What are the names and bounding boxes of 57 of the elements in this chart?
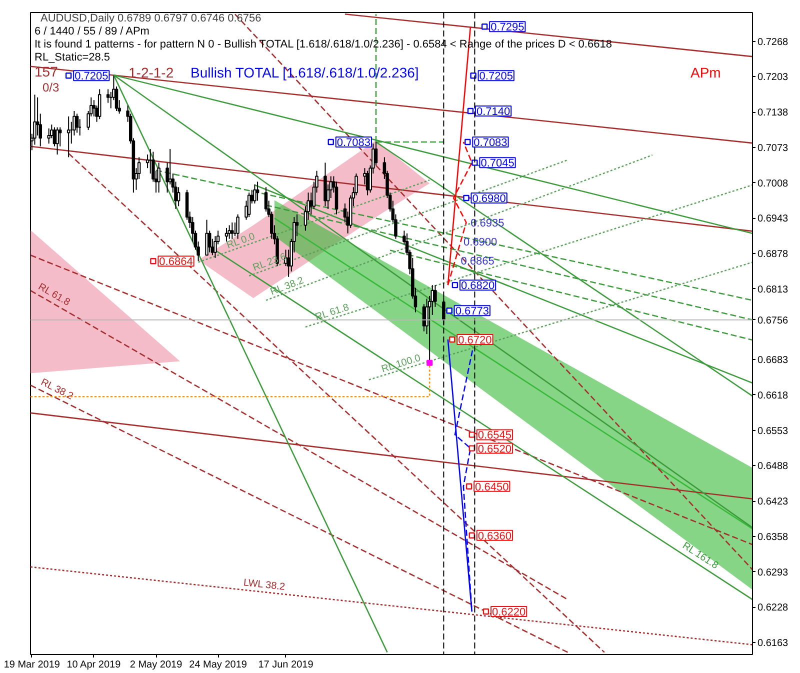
text: RL 38.2 <box>38 377 76 402</box>
annotation: 0.6865 <box>460 256 494 268</box>
data-label: 0.6773 <box>455 306 489 318</box>
x-tick-label: 2 May 2019 <box>130 660 183 670</box>
annotation: 0.6900 <box>464 236 498 249</box>
text: RL 0.0 <box>225 231 257 252</box>
chart-title: AUDUSD,Daily 0.6789 0.6797 0.6746 0.6756 <box>40 12 262 24</box>
y-tick-label: 0.6488 <box>758 461 789 472</box>
y-tick-label: 0.7203 <box>758 72 789 84</box>
y-tick-label: 0.6878 <box>758 249 789 260</box>
y-tick-label: 0.6358 <box>758 532 789 543</box>
y-tick-label: 0.6683 <box>758 355 789 366</box>
y-tick-label: 0.6163 <box>758 638 789 650</box>
y-tick-label: 0.6228 <box>758 602 789 614</box>
data-label: 0.6360 <box>478 530 512 542</box>
text: RL 61.8 <box>36 282 72 309</box>
y-tick-label: 0.7138 <box>758 108 789 119</box>
y-tick-label: 0.6618 <box>758 390 789 402</box>
data-label: 0.7083 <box>474 136 508 149</box>
text: 6 / 1440 / 55 / 89 / APm <box>34 25 150 38</box>
text: RL 61.8 <box>314 302 351 324</box>
annotation: 0/3 <box>42 80 60 94</box>
annotation: 1-2-1-2 <box>128 64 174 80</box>
data-label: 0.6864 <box>159 256 193 268</box>
x-tick-label: 10 Apr 2019 <box>66 660 122 670</box>
annotation: APm <box>690 64 721 80</box>
data-label: 0.7140 <box>476 106 510 118</box>
data-label: 0.7205 <box>479 70 513 83</box>
y-tick-label: 0.6553 <box>758 426 789 437</box>
text: RL 23.6 <box>251 251 288 274</box>
data-label: 0.7295 <box>490 22 524 34</box>
y-tick-label: 0.7008 <box>758 178 789 190</box>
y-tick-label: 0.6423 <box>758 496 789 508</box>
annotation: Bullish TOTAL [1.618/.618/1.0/2.236] <box>190 64 419 80</box>
y-tick-label: 0.6293 <box>758 567 789 578</box>
x-tick-label: 19 Mar 2019 <box>4 660 60 670</box>
y-tick-label: 0.7073 <box>758 142 789 154</box>
text: RL 38.2 <box>268 275 306 298</box>
data-label: 0.6520 <box>478 443 512 456</box>
x-tick-label: 24 May 2019 <box>189 660 248 670</box>
data-label: 0.6545 <box>478 430 512 442</box>
data-label: 0.7205 <box>74 70 108 83</box>
text: RL 100.0 <box>380 352 422 376</box>
data-label: 0.6980 <box>472 193 506 206</box>
data-label: 0.7083 <box>336 136 371 149</box>
x-tick-label: 17 Jun 2019 <box>258 660 314 670</box>
data-label: 0.6220 <box>492 606 526 619</box>
data-label: 0.6450 <box>475 481 509 494</box>
data-label: 0.7045 <box>480 158 514 170</box>
y-tick-label: 0.7268 <box>758 36 789 48</box>
y-tick-label: 0.6813 <box>758 284 789 296</box>
y-tick-label: 0.6943 <box>758 214 789 225</box>
text: LWL 38.2 <box>242 578 286 593</box>
data-label: 0.6820 <box>460 280 495 292</box>
data-label: 0.6720 <box>458 334 492 346</box>
ref-line-label: 0.6756 <box>758 315 789 326</box>
annotation: RL_Static=28.5 <box>34 51 110 64</box>
